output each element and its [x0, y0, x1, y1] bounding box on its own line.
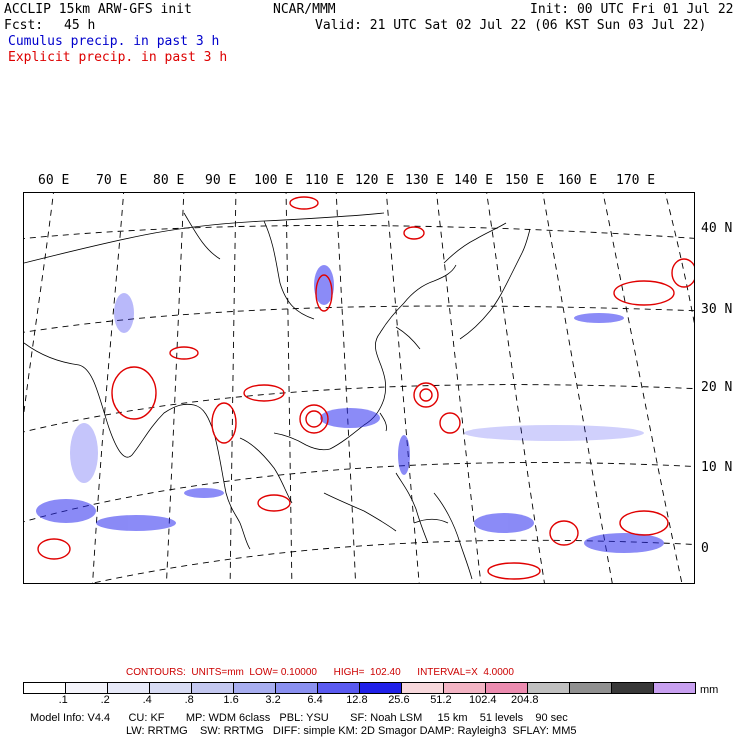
colorbar-tick-label: 6.4: [307, 694, 323, 706]
lon-label-160e: 160 E: [558, 173, 598, 188]
graticule: [24, 193, 694, 583]
organization-label: NCAR/MMM: [273, 2, 336, 17]
valid-time: Valid: 21 UTC Sat 02 Jul 22 (06 KST Sun …: [315, 18, 707, 33]
colorbar: [23, 682, 696, 694]
lat-label-10n: 10 N: [701, 460, 733, 475]
colorbar-segment: [65, 682, 108, 694]
colorbar-segment: [653, 682, 696, 694]
lon-label-80e: 80 E: [153, 173, 185, 188]
lon-label-170e: 170 E: [616, 173, 656, 188]
colorbar-tick-label: 204.8: [511, 694, 539, 706]
coastlines: [24, 212, 531, 580]
lat-label-30n: 30 N: [701, 302, 733, 317]
contours-info: CONTOURS: UNITS=mm LOW= 0.10000 HIGH= 10…: [126, 667, 514, 678]
init-time: Init: 00 UTC Fri 01 Jul 22: [530, 2, 734, 17]
legend-explicit: Explicit precip. in past 3 h: [8, 50, 228, 65]
colorbar-segment: [191, 682, 234, 694]
lon-label-140e: 140 E: [454, 173, 494, 188]
colorbar-segment: [401, 682, 444, 694]
lon-label-90e: 90 E: [205, 173, 237, 188]
colorbar-tick-label: 102.4: [469, 694, 497, 706]
colorbar-segment: [233, 682, 276, 694]
lon-label-70e: 70 E: [96, 173, 128, 188]
forecast-label: Fcst:: [4, 18, 44, 33]
colorbar-tick-label: .2: [100, 694, 110, 706]
colorbar-tick-label: .4: [142, 694, 152, 706]
lon-label-60e: 60 E: [38, 173, 70, 188]
lat-label-20n: 20 N: [701, 380, 733, 395]
colorbar-tick-label: 25.6: [388, 694, 410, 706]
colorbar-segment: [485, 682, 528, 694]
colorbar-segment: [23, 682, 66, 694]
precip-map-svg: [24, 193, 694, 583]
colorbar-tick-label: .1: [58, 694, 68, 706]
colorbar-segment: [569, 682, 612, 694]
lon-label-130e: 130 E: [405, 173, 445, 188]
cumulus-precip: [36, 265, 664, 553]
colorbar-tick-label: 12.8: [346, 694, 368, 706]
colorbar-segment: [149, 682, 192, 694]
colorbar-tick-label: 51.2: [430, 694, 452, 706]
colorbar-unit: mm: [700, 684, 719, 696]
forecast-hour: 45 h: [64, 18, 96, 33]
model-info-line2: LW: RRTMG SW: RRTMG DIFF: simple KM: 2D …: [126, 725, 577, 737]
model-title: ACCLIP 15km ARW-GFS init: [4, 2, 192, 17]
lat-label-40n: 40 N: [701, 221, 733, 236]
colorbar-segment: [107, 682, 150, 694]
legend-cumulus: Cumulus precip. in past 3 h: [8, 34, 220, 49]
colorbar-tick-label: 1.6: [223, 694, 239, 706]
model-info-line1: Model Info: V4.4 CU: KF MP: WDM 6class P…: [30, 712, 568, 724]
colorbar-segment: [611, 682, 654, 694]
lon-label-150e: 150 E: [505, 173, 545, 188]
colorbar-segment: [527, 682, 570, 694]
precip-map: [23, 192, 695, 584]
explicit-precip: [37, 196, 694, 580]
colorbar-tick-label: 3.2: [265, 694, 281, 706]
lon-label-110e: 110 E: [305, 173, 345, 188]
colorbar-segment: [317, 682, 360, 694]
colorbar-segment: [275, 682, 318, 694]
colorbar-segment: [443, 682, 486, 694]
lon-label-120e: 120 E: [355, 173, 395, 188]
lat-label-0: 0: [701, 541, 709, 556]
colorbar-tick-label: .8: [184, 694, 194, 706]
lon-label-100e: 100 E: [254, 173, 294, 188]
colorbar-segment: [359, 682, 402, 694]
